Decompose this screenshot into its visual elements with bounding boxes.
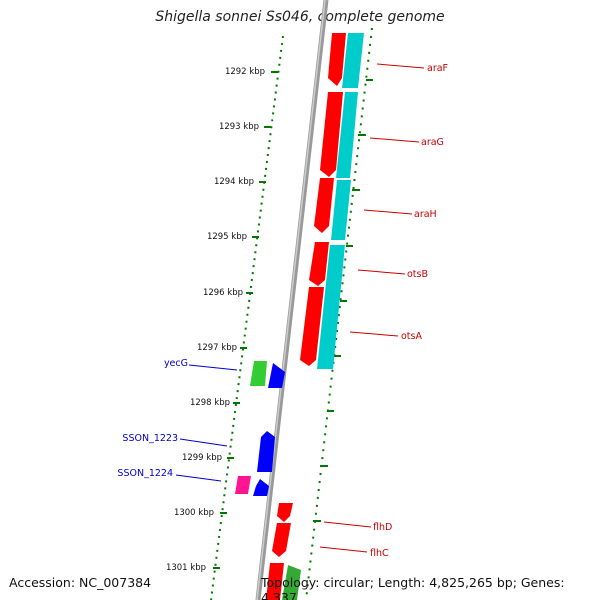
cds-flhC[interactable] [272, 523, 291, 557]
tick-label: 1298 kbp [190, 398, 230, 408]
kbp-ticks: 1292 kbp 1293 kbp 1294 kbp 1295 kbp 1296… [166, 67, 278, 573]
cds-SSON_1224-partner[interactable] [253, 479, 269, 496]
cds-yecG[interactable] [250, 361, 267, 386]
gc-right-ticks [313, 79, 373, 522]
cds-araH[interactable] [314, 178, 334, 233]
cds-otsA[interactable] [300, 287, 324, 366]
accession-text: Accession: NC_007384 [9, 575, 152, 590]
cds-yecG-partner[interactable] [268, 363, 285, 388]
cds-SSON_1224[interactable] [235, 476, 251, 494]
label-otsA[interactable]: otsA [401, 331, 422, 342]
forward-cds-track [266, 33, 346, 600]
label-araG[interactable]: araG [421, 137, 444, 148]
genome-backbone-highlight [256, 0, 326, 600]
similarity-track [317, 33, 364, 369]
tick-label: 1301 kbp [166, 563, 206, 573]
label-flhD[interactable]: flhD [373, 522, 392, 533]
cds-araF[interactable] [328, 33, 346, 86]
label-flhC[interactable]: flhC [370, 548, 389, 559]
tick-label: 1297 kbp [197, 343, 237, 353]
cds-next[interactable] [266, 563, 284, 600]
match-araF [342, 33, 364, 88]
match-otsA [317, 245, 345, 369]
tick-label: 1296 kbp [203, 288, 243, 298]
map-title: Shigella sonnei Ss046, complete genome [155, 9, 445, 25]
tick-label: 1293 kbp [219, 122, 259, 132]
gc-track-left [210, 35, 284, 600]
tick-label: 1292 kbp [225, 67, 265, 77]
label-araF[interactable]: araF [427, 63, 448, 74]
match-araH [331, 180, 351, 240]
match-araG [336, 92, 358, 178]
gene-labels-left: yecG SSON_1223 SSON_1224 [117, 358, 238, 482]
label-SSON_1223[interactable]: SSON_1223 [122, 433, 178, 444]
cds-flhD[interactable] [277, 503, 293, 522]
label-yecG[interactable]: yecG [164, 358, 188, 369]
cds-SSON_1223[interactable] [257, 431, 275, 472]
genome-stats-text: Topology: circular; Length: 4,825,265 bp… [261, 575, 565, 600]
reverse-cds-track [235, 361, 301, 600]
label-araH[interactable]: araH [414, 209, 437, 220]
genome-backbone [255, 0, 329, 600]
cds-green-lower[interactable] [282, 565, 301, 600]
tick-label: 1295 kbp [207, 232, 247, 242]
label-otsB[interactable]: otsB [407, 269, 428, 280]
cds-otsB[interactable] [309, 242, 329, 286]
cds-araG[interactable] [320, 92, 343, 177]
label-SSON_1224[interactable]: SSON_1224 [117, 468, 173, 479]
tick-label: 1299 kbp [182, 453, 222, 463]
gene-labels-right: araF araG araH otsB otsA flhD flhC [319, 63, 448, 559]
tick-label: 1294 kbp [214, 177, 254, 187]
tick-label: 1300 kbp [174, 508, 214, 518]
